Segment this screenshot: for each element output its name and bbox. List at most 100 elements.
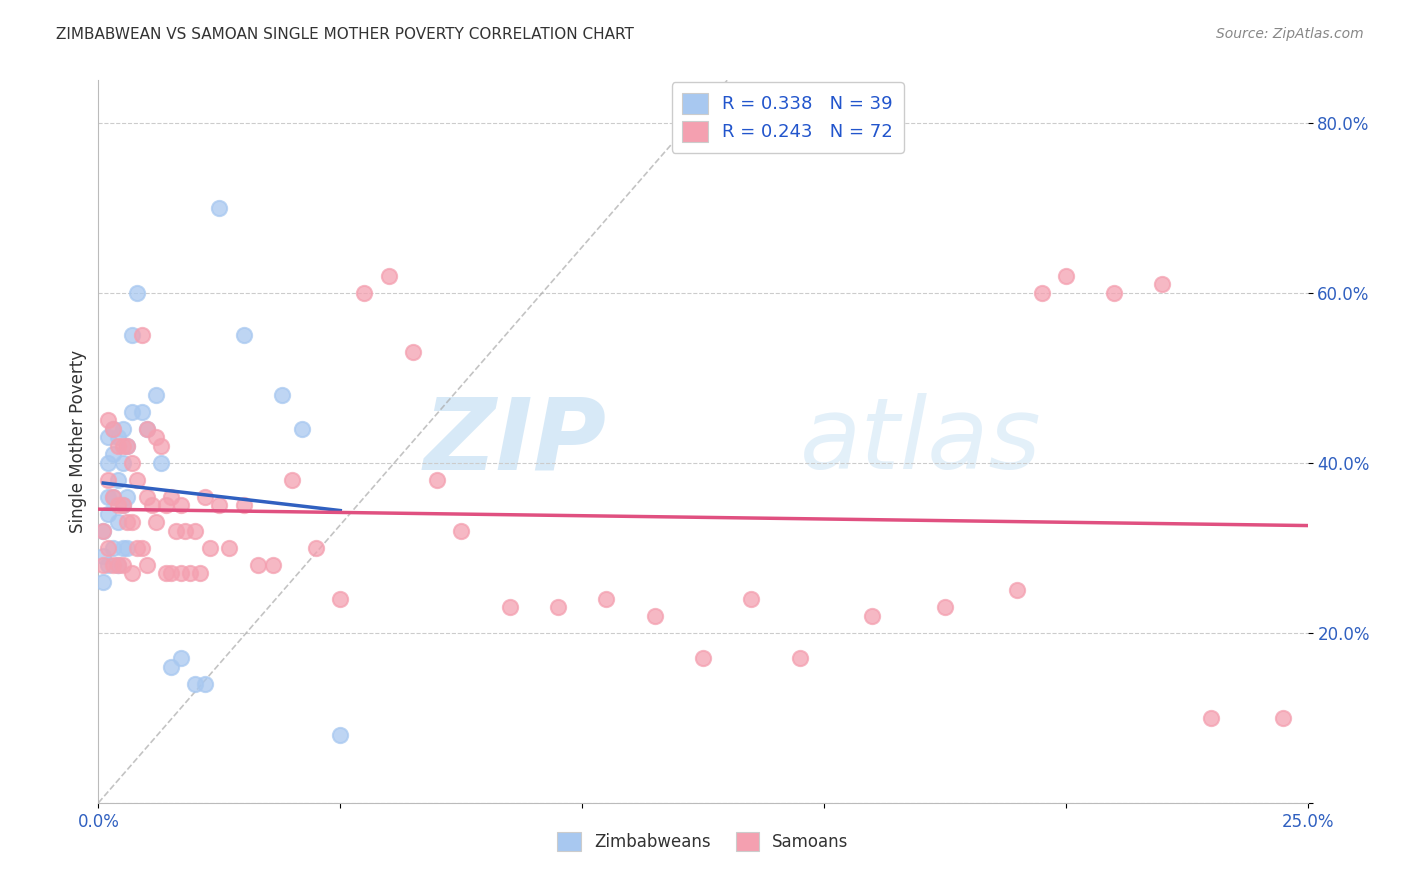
- Point: [97, 413, 120, 427]
- Point: [117, 439, 139, 453]
- Point: [107, 473, 129, 487]
- Point: [97, 490, 120, 504]
- Point: [208, 498, 231, 512]
- Point: [141, 498, 163, 512]
- Point: [107, 516, 129, 530]
- Point: [101, 447, 124, 461]
- Point: [101, 422, 124, 436]
- Point: [121, 456, 143, 470]
- Point: [97, 541, 120, 555]
- Point: [131, 541, 153, 555]
- Point: [135, 490, 157, 504]
- Point: [107, 558, 129, 572]
- Point: [117, 541, 139, 555]
- Point: [169, 651, 191, 665]
- Point: [165, 524, 187, 538]
- Point: [160, 566, 183, 581]
- Point: [262, 558, 284, 572]
- Y-axis label: Single Mother Poverty: Single Mother Poverty: [69, 350, 87, 533]
- Legend: Zimbabweans, Samoans: Zimbabweans, Samoans: [548, 823, 858, 860]
- Point: [97, 507, 120, 521]
- Point: [155, 566, 177, 581]
- Point: [121, 328, 143, 343]
- Text: atlas: atlas: [800, 393, 1042, 490]
- Point: [232, 328, 254, 343]
- Point: [498, 600, 520, 615]
- Point: [247, 558, 270, 572]
- Point: [281, 473, 304, 487]
- Point: [174, 524, 197, 538]
- Point: [135, 422, 157, 436]
- Point: [789, 651, 811, 665]
- Point: [208, 201, 231, 215]
- Point: [107, 430, 129, 444]
- Point: [740, 591, 762, 606]
- Point: [91, 558, 114, 572]
- Point: [127, 473, 149, 487]
- Point: [97, 558, 120, 572]
- Point: [169, 498, 191, 512]
- Point: [218, 541, 240, 555]
- Point: [329, 591, 352, 606]
- Point: [644, 608, 666, 623]
- Point: [145, 388, 167, 402]
- Point: [1031, 285, 1053, 300]
- Point: [179, 566, 201, 581]
- Text: Source: ZipAtlas.com: Source: ZipAtlas.com: [1216, 27, 1364, 41]
- Text: ZIP: ZIP: [423, 393, 606, 490]
- Point: [184, 524, 207, 538]
- Point: [135, 422, 157, 436]
- Point: [111, 498, 134, 512]
- Point: [91, 524, 114, 538]
- Point: [135, 558, 157, 572]
- Point: [101, 541, 124, 555]
- Point: [150, 439, 173, 453]
- Point: [198, 541, 221, 555]
- Point: [160, 660, 183, 674]
- Point: [194, 490, 217, 504]
- Point: [131, 328, 153, 343]
- Point: [117, 516, 139, 530]
- Point: [1102, 285, 1125, 300]
- Point: [101, 558, 124, 572]
- Point: [377, 268, 399, 283]
- Text: ZIMBABWEAN VS SAMOAN SINGLE MOTHER POVERTY CORRELATION CHART: ZIMBABWEAN VS SAMOAN SINGLE MOTHER POVER…: [56, 27, 634, 42]
- Point: [111, 439, 134, 453]
- Point: [194, 677, 217, 691]
- Point: [127, 285, 149, 300]
- Point: [232, 498, 254, 512]
- Point: [329, 728, 352, 742]
- Point: [101, 422, 124, 436]
- Point: [127, 541, 149, 555]
- Point: [101, 490, 124, 504]
- Point: [860, 608, 883, 623]
- Point: [305, 541, 328, 555]
- Point: [353, 285, 375, 300]
- Point: [1152, 277, 1174, 292]
- Point: [101, 490, 124, 504]
- Point: [91, 524, 114, 538]
- Point: [91, 574, 114, 589]
- Point: [547, 600, 569, 615]
- Point: [117, 490, 139, 504]
- Point: [271, 388, 294, 402]
- Point: [1007, 583, 1029, 598]
- Point: [107, 558, 129, 572]
- Point: [97, 430, 120, 444]
- Point: [155, 498, 177, 512]
- Point: [107, 439, 129, 453]
- Point: [97, 473, 120, 487]
- Point: [426, 473, 449, 487]
- Point: [121, 516, 143, 530]
- Point: [145, 516, 167, 530]
- Point: [121, 566, 143, 581]
- Point: [131, 405, 153, 419]
- Point: [692, 651, 714, 665]
- Point: [160, 490, 183, 504]
- Point: [150, 456, 173, 470]
- Point: [111, 422, 134, 436]
- Point: [450, 524, 472, 538]
- Point: [402, 345, 425, 359]
- Point: [117, 439, 139, 453]
- Point: [111, 498, 134, 512]
